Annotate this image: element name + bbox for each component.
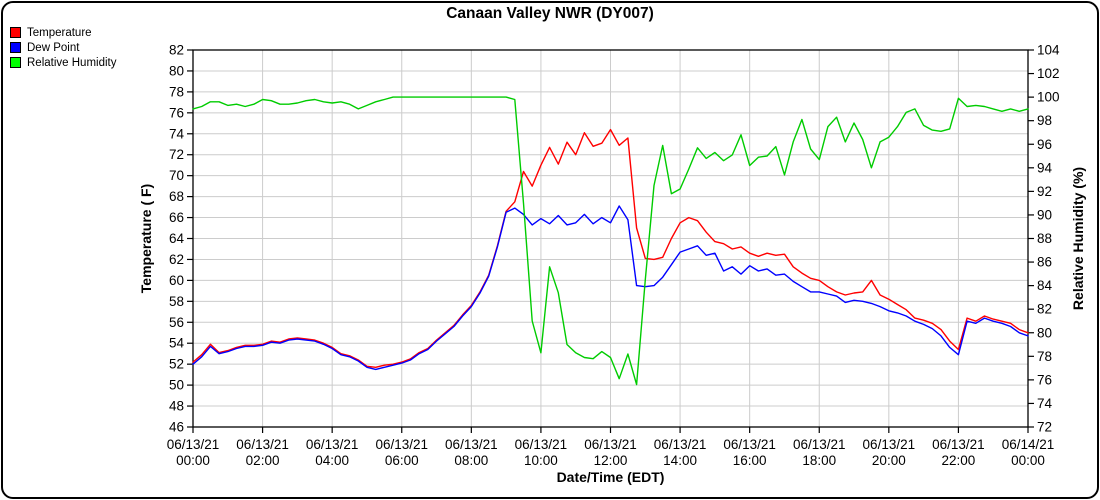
chart-title: Canaan Valley NWR (DY007) — [446, 5, 654, 22]
y-right-tick-label: 92 — [1037, 184, 1052, 199]
x-axis-title: Date/Time (EDT) — [557, 469, 665, 485]
x-tick-date-label: 06/13/21 — [236, 437, 289, 452]
y-left-tick-label: 46 — [169, 420, 184, 435]
x-tick-date-label: 06/13/21 — [515, 437, 568, 452]
x-tick-date-label: 06/13/21 — [167, 437, 220, 452]
y-right-tick-label: 72 — [1037, 420, 1052, 435]
x-tick-date-label: 06/13/21 — [932, 437, 985, 452]
y-right-tick-label: 78 — [1037, 349, 1052, 364]
y-left-tick-label: 56 — [169, 315, 184, 330]
temperature-swatch-icon — [10, 27, 21, 38]
y-left-tick-label: 66 — [169, 210, 184, 225]
x-tick-time-label: 00:00 — [1011, 453, 1045, 468]
legend-label-temperature: Temperature — [27, 26, 92, 39]
y-left-tick-label: 68 — [169, 189, 184, 204]
x-tick-time-label: 02:00 — [246, 453, 280, 468]
y-right-tick-label: 104 — [1037, 43, 1060, 58]
temperature-line — [192, 128, 1029, 368]
x-tick-time-label: 12:00 — [594, 453, 628, 468]
y-left-tick-label: 48 — [169, 399, 184, 414]
x-tick-time-label: 22:00 — [942, 453, 976, 468]
x-tick-time-label: 06:00 — [385, 453, 419, 468]
y-left-tick-label: 74 — [169, 126, 185, 141]
y-right-tick-label: 74 — [1037, 396, 1053, 411]
x-tick-time-label: 16:00 — [733, 453, 767, 468]
y-right-tick-label: 98 — [1037, 113, 1052, 128]
x-tick-time-label: 10:00 — [524, 453, 558, 468]
y-left-tick-label: 64 — [169, 231, 185, 246]
legend-item-relative-humidity: Relative Humidity — [10, 55, 116, 70]
y-left-tick-label: 70 — [169, 168, 184, 183]
dew-point-swatch-icon — [10, 42, 21, 53]
y-right-tick-label: 94 — [1037, 160, 1053, 175]
y-right-axis-title: Relative Humidity (%) — [1070, 167, 1086, 310]
y-right-tick-label: 76 — [1037, 372, 1052, 387]
relative-humidity-swatch-icon — [10, 57, 21, 68]
y-left-tick-label: 78 — [169, 84, 184, 99]
relative-humidity-line — [192, 96, 1029, 386]
x-tick-date-label: 06/14/21 — [1002, 437, 1055, 452]
x-tick-time-label: 04:00 — [315, 453, 349, 468]
y-left-axis-title: Temperature ( F) — [138, 184, 154, 293]
y-left-tick-label: 80 — [169, 63, 184, 78]
x-tick-date-label: 06/13/21 — [723, 437, 776, 452]
x-tick-date-label: 06/13/21 — [793, 437, 846, 452]
x-tick-date-label: 06/13/21 — [375, 437, 428, 452]
x-tick-time-label: 14:00 — [663, 453, 697, 468]
y-right-tick-label: 82 — [1037, 302, 1052, 317]
y-left-tick-label: 58 — [169, 294, 184, 309]
dew-point-line — [192, 205, 1029, 371]
x-tick-time-label: 20:00 — [872, 453, 906, 468]
x-tick-date-label: 06/13/21 — [584, 437, 637, 452]
y-right-tick-label: 100 — [1037, 90, 1060, 105]
y-left-tick-label: 52 — [169, 357, 184, 372]
y-right-tick-label: 96 — [1037, 137, 1052, 152]
y-left-tick-label: 82 — [169, 43, 184, 58]
y-right-tick-label: 84 — [1037, 278, 1053, 293]
y-right-tick-label: 88 — [1037, 231, 1052, 246]
x-tick-time-label: 18:00 — [802, 453, 836, 468]
y-left-tick-label: 72 — [169, 147, 184, 162]
y-left-tick-label: 60 — [169, 273, 184, 288]
y-right-tick-label: 102 — [1037, 66, 1060, 81]
legend-label-relative-humidity: Relative Humidity — [27, 56, 117, 69]
x-tick-date-label: 06/13/21 — [306, 437, 359, 452]
x-tick-time-label: 00:00 — [176, 453, 210, 468]
y-left-tick-label: 76 — [169, 105, 184, 120]
x-tick-time-label: 08:00 — [454, 453, 488, 468]
x-tick-date-label: 06/13/21 — [445, 437, 498, 452]
y-right-tick-label: 90 — [1037, 207, 1052, 222]
x-tick-date-label: 06/13/21 — [863, 437, 916, 452]
legend: Temperature Dew Point Relative Humidity — [10, 25, 116, 70]
y-right-tick-label: 80 — [1037, 325, 1052, 340]
x-tick-date-label: 06/13/21 — [654, 437, 707, 452]
y-right-tick-label: 86 — [1037, 255, 1052, 270]
legend-label-dew-point: Dew Point — [27, 41, 80, 54]
legend-item-dew-point: Dew Point — [10, 40, 116, 55]
y-left-tick-label: 54 — [169, 336, 185, 351]
y-left-tick-label: 50 — [169, 378, 184, 393]
legend-item-temperature: Temperature — [10, 25, 116, 40]
y-left-tick-label: 62 — [169, 252, 184, 267]
